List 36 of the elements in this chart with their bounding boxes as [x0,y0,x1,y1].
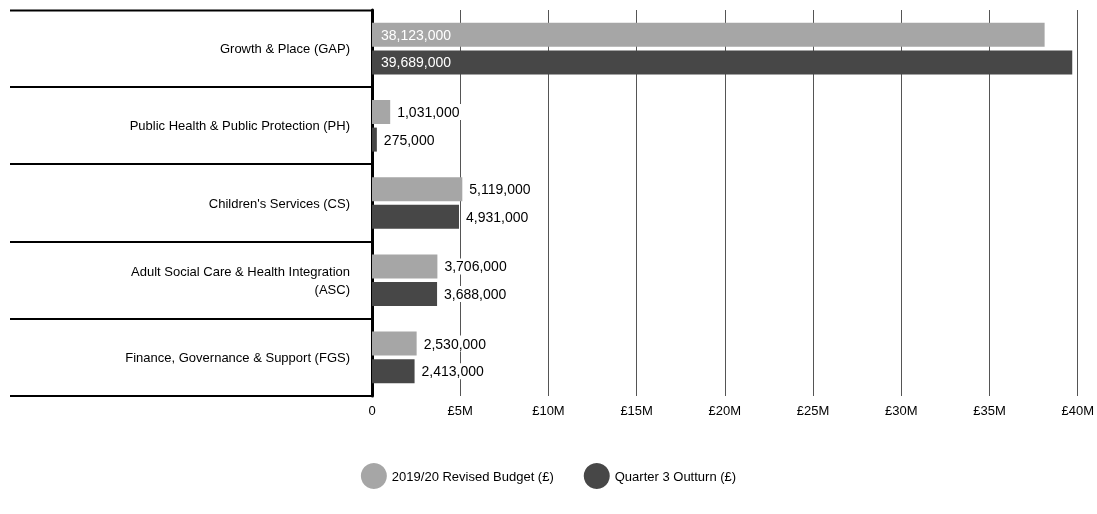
bar [372,127,377,152]
data-label: 4,931,000 [466,208,529,225]
data-label: 38,123,000 [381,26,452,43]
data-label: 275,000 [383,131,435,148]
data-label: 1,031,000 [397,104,460,120]
x-tick-label: £10M [532,403,565,418]
y-tick-label: Growth & Place (GAP) [219,41,350,57]
y-tick-label: Public Health & Public Protection (PH) [129,118,350,134]
bar [372,359,415,384]
x-tick-label: £30M [885,403,918,418]
bar [372,331,417,356]
x-tick-label: £35M [973,403,1006,418]
x-tick-label: £20M [708,403,742,418]
y-tick-label: Finance, Governance & Support (FGS) [125,349,350,365]
data-label: 3,688,000 [444,286,507,302]
bar [372,204,459,229]
bar [372,22,1045,47]
data-label: 39,689,000 [381,54,452,71]
x-tick-label: £40M [1061,403,1095,418]
x-tick-label: £25M [796,403,830,418]
data-label: 5,119,000 [469,181,531,198]
bar [372,100,391,124]
x-tick-label: 0 [368,403,376,418]
legend-label: Quarter 3 Outturn (£) [614,468,737,484]
data-label: 2,413,000 [421,363,485,380]
bar [372,254,438,279]
x-tick-label: £15M [620,403,653,418]
data-label: 2,530,000 [423,335,487,352]
data-label: 3,706,000 [444,258,507,275]
x-tick-label: £5M [447,403,473,418]
legend-label: 2019/20 Revised Budget (£) [391,468,554,484]
bar [372,177,463,202]
bar [372,50,1073,75]
bar [372,282,438,306]
y-tick-label: Children's Services (CS) [208,195,350,211]
y-tick-label: Adult Social Care & Health Integration (ASC) [131,263,350,297]
